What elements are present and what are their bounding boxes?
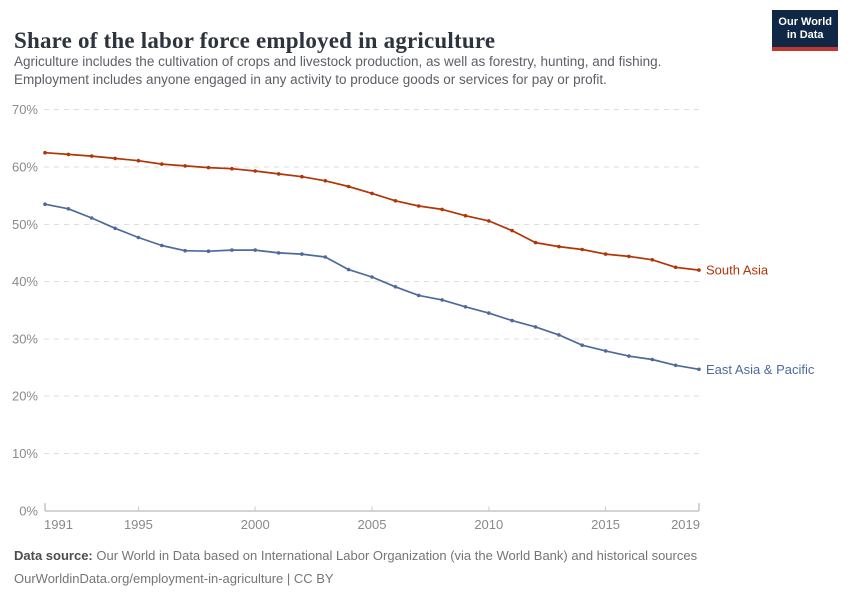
y-tick-label: 40%: [12, 274, 38, 289]
data-point: [370, 191, 374, 196]
data-point: [89, 216, 94, 220]
y-tick-label: 70%: [12, 102, 38, 117]
data-point: [183, 164, 187, 168]
data-point: [487, 219, 491, 223]
x-tick-label: 1995: [124, 517, 153, 532]
data-point: [183, 248, 187, 253]
data-point: [487, 311, 491, 315]
data-point: [603, 252, 608, 256]
data-point: [276, 251, 281, 255]
data-source-line: Data source: Our World in Data based on …: [14, 546, 834, 565]
y-tick-label: 30%: [12, 331, 38, 346]
x-tick-label: 2000: [241, 517, 270, 532]
data-point: [300, 174, 304, 179]
y-tick-label: 0%: [19, 503, 38, 518]
chart-subtitle: Agriculture includes the cultivation of …: [14, 53, 774, 89]
data-point: [160, 243, 164, 248]
data-point: [346, 184, 351, 189]
data-point: [370, 275, 374, 279]
x-tick-label: 2015: [591, 517, 620, 532]
data-point: [697, 367, 701, 372]
series-line-east-asia-pacific: [44, 203, 700, 371]
subtitle-line-1: Agriculture includes the cultivation of …: [14, 54, 662, 69]
data-point: [533, 325, 538, 329]
data-point: [323, 179, 328, 183]
data-point: [300, 252, 304, 256]
x-tick-label: 1991: [44, 517, 73, 532]
data-point: [463, 213, 468, 218]
data-point: [627, 254, 631, 259]
data-point: [43, 202, 47, 206]
data-point: [510, 228, 514, 233]
subtitle-line-2: Employment includes anyone engaged in an…: [14, 72, 607, 87]
data-point: [66, 207, 71, 211]
data-point: [113, 226, 117, 231]
x-tick-label: 2019: [671, 517, 700, 532]
data-point: [580, 247, 584, 252]
x-tick-label: 2010: [474, 517, 503, 532]
data-point: [440, 298, 444, 302]
data-point: [650, 258, 655, 262]
data-point: [603, 349, 608, 353]
owid-logo-line1: Our World: [778, 16, 832, 28]
license-line: OurWorldinData.org/employment-in-agricul…: [14, 571, 334, 586]
data-point: [136, 235, 141, 240]
data-point: [230, 166, 234, 171]
data-point: [43, 150, 47, 155]
data-point: [206, 165, 211, 170]
data-point: [557, 244, 561, 249]
data-point: [89, 154, 94, 158]
series-end-label: South Asia: [706, 263, 769, 278]
data-point: [113, 156, 117, 161]
data-point: [463, 305, 468, 309]
data-point: [673, 265, 678, 270]
series-end-label: East Asia & Pacific: [706, 362, 815, 377]
data-point: [136, 158, 141, 163]
page-title: Share of the labor force employed in agr…: [14, 28, 496, 54]
data-point: [580, 343, 584, 348]
owid-logo: Our World in Data: [772, 10, 838, 51]
series-line-south-asia: [44, 151, 700, 271]
data-point: [557, 333, 561, 337]
data-point: [206, 249, 211, 253]
data-source-text: Our World in Data based on International…: [92, 548, 698, 563]
y-tick-label: 20%: [12, 389, 38, 404]
owid-logo-line2: in Data: [786, 29, 824, 41]
data-point: [276, 172, 281, 176]
data-point: [673, 363, 678, 368]
data-point: [323, 255, 328, 259]
data-point: [650, 357, 655, 362]
data-point: [627, 354, 631, 358]
data-point: [533, 240, 538, 245]
data-point: [440, 207, 444, 212]
data-point: [66, 152, 71, 157]
data-point: [510, 318, 514, 323]
data-point: [697, 268, 701, 272]
data-point: [393, 285, 398, 289]
chart-footer: Data source: Our World in Data based on …: [14, 546, 834, 588]
data-point: [416, 204, 421, 208]
data-point: [393, 199, 398, 203]
y-tick-label: 10%: [12, 446, 38, 461]
data-point: [346, 267, 351, 272]
data-point: [230, 248, 234, 252]
y-tick-label: 60%: [12, 160, 38, 175]
data-point: [253, 169, 257, 173]
data-point: [416, 293, 421, 298]
data-point: [253, 248, 257, 252]
x-tick-label: 2005: [358, 517, 387, 532]
data-point: [160, 162, 164, 166]
data-source-label: Data source:: [14, 548, 93, 563]
y-tick-label: 50%: [12, 217, 38, 232]
